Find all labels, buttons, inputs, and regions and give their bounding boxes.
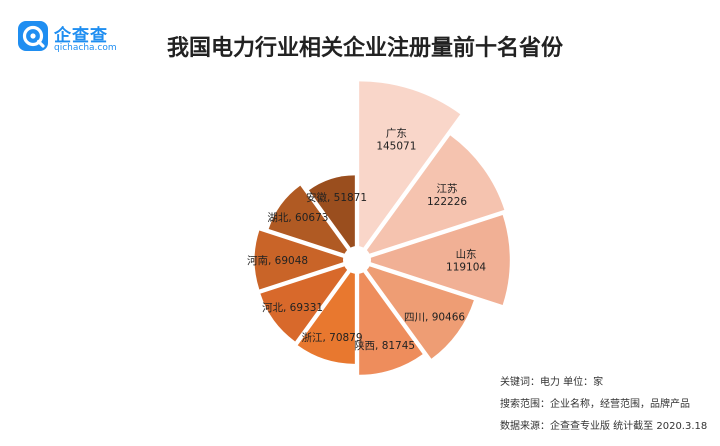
chart-notes: 关键词：电力 单位：家 搜索范围：企业名称，经营范围，品牌产品 数据来源：企查查… (500, 376, 707, 442)
slice-9 (308, 175, 355, 254)
note-search-scope: 搜索范围：企业名称，经营范围，品牌产品 (500, 399, 690, 410)
slice-4 (359, 266, 423, 375)
chart-title: 我国电力行业相关企业注册量前十名省份 (166, 36, 563, 61)
slice-8 (268, 185, 352, 256)
slice-0 (359, 81, 461, 254)
slice-2 (364, 214, 510, 306)
slice-1 (362, 135, 505, 256)
data-label-0: 广东 145071 (376, 126, 416, 152)
data-label-9: 安徽, 51871 (306, 191, 367, 204)
data-label-8: 湖北, 60673 (267, 212, 328, 224)
logo-domain: qichacha.com (54, 43, 117, 53)
qichacha-logo: 企查查 qichacha.com (18, 20, 158, 56)
data-label-1: 江苏 122226 (427, 182, 467, 208)
logo-mark-icon (18, 21, 48, 51)
logo-name: 企查查 (54, 26, 108, 46)
slice-6 (260, 264, 352, 342)
slice-7 (254, 230, 350, 290)
note-data-source: 数据来源：企查查专业版 统计截至 2020.3.18 (500, 421, 708, 432)
note-keyword: 关键词：电力 单位：家 (500, 377, 604, 388)
data-label-4: 陕西, 81745 (354, 339, 415, 352)
data-label-3: 四川, 90466 (404, 311, 465, 323)
data-label-2: 山东 119104 (446, 248, 486, 274)
center-hole (343, 246, 371, 274)
data-label-6: 河北, 69331 (262, 302, 323, 314)
data-label-7: 河南, 69048 (247, 254, 308, 267)
data-label-5: 浙江, 70879 (301, 332, 362, 344)
slice-3 (362, 264, 474, 359)
slice-5 (297, 266, 355, 364)
